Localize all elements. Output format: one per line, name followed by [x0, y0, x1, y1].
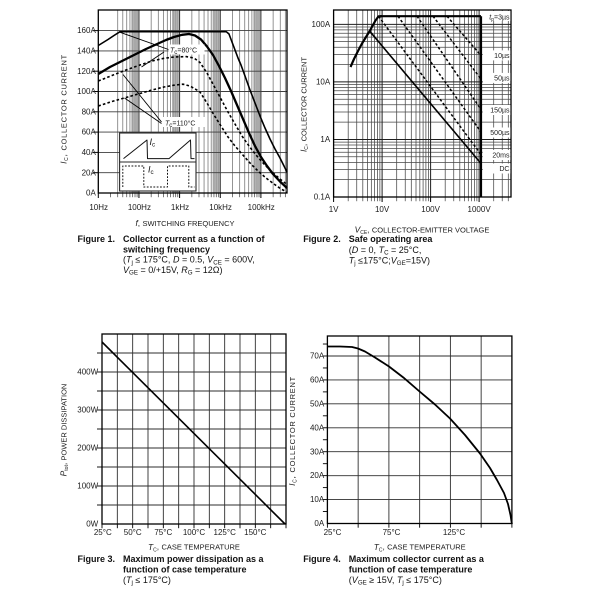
svg-text:Ic: Ic — [150, 137, 156, 149]
svg-text:100A: 100A — [312, 20, 331, 29]
svg-text:300W: 300W — [77, 406, 98, 415]
svg-text:1A: 1A — [320, 135, 330, 144]
svg-text:1000V: 1000V — [468, 205, 492, 214]
svg-text:(Tj ≤ 175°C, D = 0.5, VCE = 60: (Tj ≤ 175°C, D = 0.5, VCE = 600V, — [123, 255, 255, 267]
svg-text:140A: 140A — [77, 47, 96, 56]
svg-text:125°C: 125°C — [443, 528, 466, 537]
svg-text:(VGE ≥ 15V, Tj ≤ 175°C): (VGE ≥ 15V, Tj ≤ 175°C) — [349, 575, 442, 587]
svg-text:Tj ≤175°C;VGE=15V): Tj ≤175°C;VGE=15V) — [349, 255, 430, 267]
svg-text:TC, CASE TEMPERATURE: TC, CASE TEMPERATURE — [148, 542, 240, 554]
svg-text:40A: 40A — [82, 148, 97, 157]
svg-text:DC: DC — [499, 166, 509, 173]
svg-text:Safe operating area: Safe operating area — [349, 234, 434, 244]
svg-text:150°C: 150°C — [244, 528, 267, 537]
svg-text:Maximum power dissipation as a: Maximum power dissipation as a — [123, 554, 265, 564]
svg-text:25°C: 25°C — [94, 528, 112, 537]
svg-text:20ms: 20ms — [492, 153, 510, 160]
svg-text:function of case temperature: function of case temperature — [123, 565, 247, 575]
svg-text:120A: 120A — [77, 67, 96, 76]
svg-text:60A: 60A — [82, 128, 97, 137]
svg-text:30A: 30A — [310, 447, 325, 456]
svg-text:0A: 0A — [314, 519, 324, 528]
svg-text:10A: 10A — [316, 78, 331, 87]
svg-text:50µs: 50µs — [494, 76, 510, 83]
svg-text:10Hz: 10Hz — [89, 203, 108, 212]
svg-text:Tc=110°C: Tc=110°C — [165, 120, 195, 130]
svg-text:10A: 10A — [310, 495, 325, 504]
svg-text:Figure 3.: Figure 3. — [78, 554, 116, 564]
svg-text:100A: 100A — [77, 87, 96, 96]
svg-text:100°C: 100°C — [183, 528, 206, 537]
svg-text:(D = 0, TC = 25°C,: (D = 0, TC = 25°C, — [349, 245, 422, 257]
svg-text:TC, CASE TEMPERATURE: TC, CASE TEMPERATURE — [374, 542, 466, 554]
svg-text:Figure 2.: Figure 2. — [303, 234, 341, 244]
svg-text:75°C: 75°C — [383, 528, 401, 537]
svg-text:20A: 20A — [310, 471, 325, 480]
svg-text:10V: 10V — [375, 205, 390, 214]
svg-text:1kHz: 1kHz — [171, 203, 189, 212]
svg-text:70A: 70A — [310, 352, 325, 361]
svg-text:400W: 400W — [77, 368, 98, 377]
svg-text:Maximum collector current as a: Maximum collector current as a — [349, 554, 485, 564]
svg-text:IC, COLLECTOR CURRENT: IC, COLLECTOR CURRENT — [298, 57, 310, 152]
svg-text:f, SWITCHING FREQUENCY: f, SWITCHING FREQUENCY — [135, 218, 234, 228]
svg-text:0W: 0W — [86, 520, 98, 529]
svg-text:10µs: 10µs — [494, 53, 510, 60]
svg-text:function of case temperature: function of case temperature — [349, 565, 473, 575]
svg-text:500µs: 500µs — [490, 130, 510, 137]
svg-text:Ptot, POWER DISSIPATION: Ptot, POWER DISSIPATION — [58, 384, 70, 477]
svg-text:0.1A: 0.1A — [314, 193, 331, 202]
svg-text:IC, COLLECTOR CURRENT: IC, COLLECTOR CURRENT — [287, 376, 299, 486]
svg-text:20A: 20A — [82, 168, 97, 177]
svg-text:switching frequency: switching frequency — [123, 244, 210, 254]
svg-text:150µs: 150µs — [490, 108, 510, 115]
svg-text:(Tj ≤ 175°C): (Tj ≤ 175°C) — [123, 575, 171, 587]
svg-text:tp=3µs: tp=3µs — [489, 14, 510, 23]
svg-text:40A: 40A — [310, 423, 325, 432]
svg-text:VGE = 0/+15V, RG = 12Ω): VGE = 0/+15V, RG = 12Ω) — [123, 265, 223, 277]
svg-text:Figure 4.: Figure 4. — [303, 554, 341, 564]
svg-text:Figure 1.: Figure 1. — [78, 234, 116, 244]
svg-text:100Hz: 100Hz — [128, 203, 151, 212]
svg-text:25°C: 25°C — [324, 528, 342, 537]
svg-text:75°C: 75°C — [154, 528, 172, 537]
svg-text:100V: 100V — [421, 205, 440, 214]
svg-text:Collector current as a functio: Collector current as a function of — [123, 234, 266, 244]
svg-text:160A: 160A — [77, 26, 96, 35]
svg-text:Ic: Ic — [148, 165, 154, 177]
svg-text:100kHz: 100kHz — [248, 203, 275, 212]
svg-text:50A: 50A — [310, 400, 325, 409]
svg-text:100W: 100W — [77, 482, 98, 491]
svg-text:0A: 0A — [86, 189, 96, 198]
svg-text:Tc=80°C: Tc=80°C — [170, 47, 197, 57]
svg-text:VCE, COLLECTOR-EMITTER VOLTAGE: VCE, COLLECTOR-EMITTER VOLTAGE — [355, 224, 490, 236]
svg-text:200W: 200W — [77, 444, 98, 453]
svg-text:125°C: 125°C — [214, 528, 237, 537]
svg-text:50°C: 50°C — [124, 528, 142, 537]
svg-text:IC, COLLECTOR CURRENT: IC, COLLECTOR CURRENT — [58, 54, 70, 164]
svg-text:10kHz: 10kHz — [209, 203, 232, 212]
svg-text:60A: 60A — [310, 376, 325, 385]
svg-text:1V: 1V — [329, 205, 339, 214]
svg-text:80A: 80A — [82, 107, 97, 116]
